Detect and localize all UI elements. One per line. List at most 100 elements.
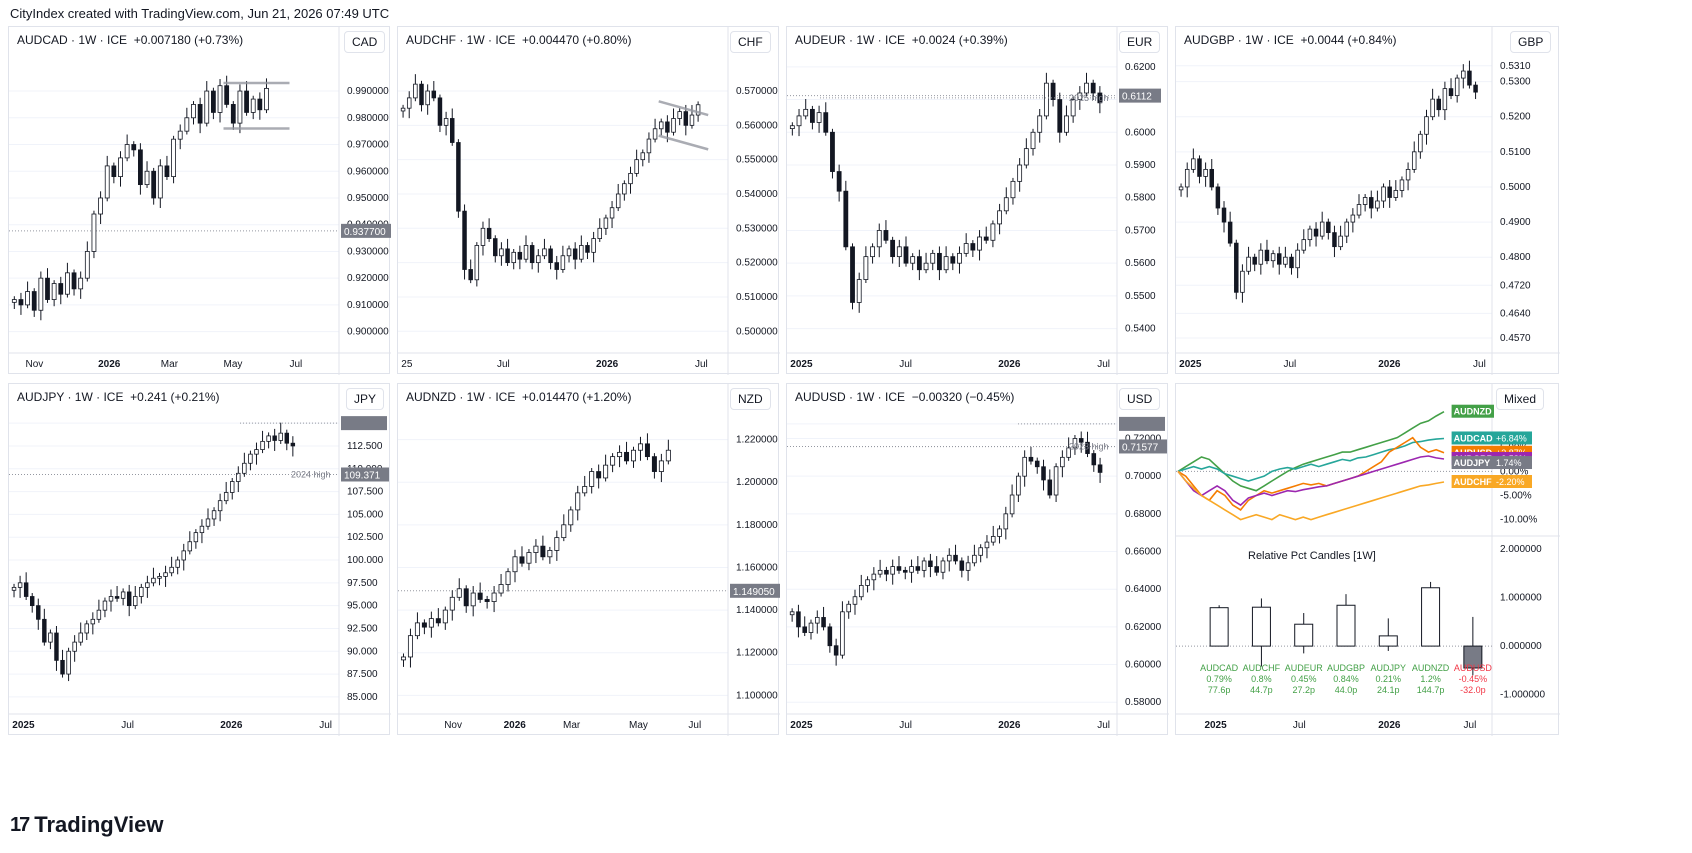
audcad-candle: [151, 170, 157, 199]
audeur-candle: [883, 230, 889, 241]
audgbp-currency-button[interactable]: GBP: [1510, 31, 1552, 53]
audcad-candle: [78, 277, 84, 290]
audchf-candle: [548, 248, 553, 264]
audnzd-currency-button[interactable]: NZD: [730, 388, 771, 410]
panel-audchf[interactable]: 0.570000 0.560000 0.550000 0.540000 0.530000…: [397, 26, 780, 375]
audjpy-ytick-label: 107.500: [347, 487, 384, 498]
rel-candle: [1463, 645, 1483, 669]
audeur-candle: [903, 246, 909, 264]
audcad-ytick-label: 0.950000: [347, 193, 389, 204]
audjpy-candle: [199, 525, 205, 534]
audjpy-candle: [72, 641, 77, 652]
audchf-candle: [572, 248, 578, 260]
audusd-chart: 0.727750.720000.700000.680000.660000.640…: [787, 384, 1169, 736]
audchf-candle: [425, 90, 430, 106]
audeur-chart: 0.62000.61000.60000.59000.58000.57000.56…: [787, 27, 1169, 375]
audcad-candle: [58, 283, 64, 295]
rel-candle: [1336, 604, 1356, 647]
audnzd-candle: [589, 471, 595, 487]
audchf-currency-button[interactable]: CHF: [730, 31, 771, 53]
audusd-candle: [1041, 466, 1046, 481]
audjpy-currency-button[interactable]: JPY: [346, 388, 385, 410]
tradingview-logo[interactable]: 17 TradingView: [10, 812, 163, 838]
audeur-candle: [823, 112, 829, 133]
audjpy-candle: [223, 492, 229, 502]
audgbp-candle: [1332, 232, 1337, 248]
audgbp-candle: [1215, 186, 1221, 209]
audusd-candle: [871, 573, 877, 581]
panel-audusd[interactable]: 0.727750.720000.700000.680000.660000.640…: [786, 383, 1169, 736]
audjpy-ytick-label: 90.000: [347, 646, 378, 657]
rel-pip-label: 24.1p: [1377, 685, 1400, 695]
audjpy-candle: [78, 632, 83, 643]
audeur-ytick-label: 0.5900: [1125, 160, 1156, 171]
audusd-xtick-label: Jul: [899, 720, 912, 731]
audjpy-ytick-label: 105.000: [347, 509, 384, 520]
audeur-currency-button[interactable]: EUR: [1119, 31, 1161, 53]
audcad-xtick-label: May: [224, 359, 243, 370]
audjpy-top-tag: [341, 416, 387, 431]
audgbp-ytick-label: 0.4900: [1500, 217, 1531, 228]
audgbp-candle: [1393, 190, 1399, 198]
audchf-ytick-label: 0.570000: [736, 86, 778, 97]
rel-category-label: AUDUSD: [1454, 663, 1493, 673]
audgbp-candle: [1399, 179, 1405, 191]
audeur-candle: [916, 256, 922, 271]
audusd-candle: [821, 617, 826, 628]
audnzd-candle: [637, 443, 643, 451]
audcad-currency-button[interactable]: CAD: [344, 31, 386, 53]
audgbp-candle: [1184, 168, 1190, 188]
audchf-candle: [566, 248, 572, 257]
audeur-xtick-label: 2026: [998, 359, 1021, 370]
audgbp-candle: [1289, 256, 1294, 269]
audgbp-ytick-label: 0.5000: [1500, 182, 1531, 193]
audusd-candle: [1072, 438, 1078, 449]
panel-mixed[interactable]: 5.00%0.00%-5.00%-10.00%AUDNZDAUDCAD+6.84…: [1175, 383, 1560, 736]
audusd-candle: [946, 554, 952, 562]
audchf-candle: [603, 217, 609, 229]
audchf-candle: [456, 142, 461, 212]
audchf-candle: [640, 152, 646, 161]
audjpy-candle: [272, 435, 277, 441]
audusd-ytick-label: 0.72000: [1125, 433, 1162, 444]
audjpy-candle: [290, 442, 296, 447]
audjpy-candle: [90, 618, 96, 625]
audchf-candle: [499, 248, 504, 257]
audgbp-candle: [1424, 116, 1429, 135]
audnzd-ytick-label: 1.220000: [736, 435, 778, 446]
audjpy-candle: [36, 605, 41, 620]
audusd-candle: [1022, 456, 1027, 477]
panel-audcad[interactable]: 0.990000 0.980000 0.970000 0.960000 0.950000…: [8, 26, 391, 375]
panel-audgbp[interactable]: 0.5310 0.5300 0.5200 0.5100 0.5000 0.4900 0.48…: [1175, 26, 1560, 375]
audgbp-candle: [1191, 158, 1196, 170]
audeur-candle: [963, 243, 969, 254]
panel-audnzd[interactable]: 1.220000 1.200000 1.180000 1.160000 1.140000…: [397, 383, 780, 736]
panel-audjpy[interactable]: 115.000112.500110.000107.500105.000102.5…: [8, 383, 391, 736]
audnzd-candle: [428, 618, 434, 628]
audjpy-candle: [84, 623, 89, 634]
audgbp-ytick-label: 0.4800: [1500, 252, 1531, 263]
series-line-audgbp: [1177, 455, 1445, 507]
audchf-candle: [579, 245, 584, 260]
audchf-candle: [437, 97, 443, 126]
audusd-currency-button[interactable]: USD: [1119, 388, 1161, 410]
audcad-price-tag: [341, 223, 391, 238]
panel-audeur[interactable]: 0.62000.61000.60000.59000.58000.57000.56…: [786, 26, 1169, 375]
audjpy-candle: [66, 650, 71, 675]
audjpy-candle: [169, 566, 174, 574]
audjpy-ytick-label: 112.500: [347, 441, 383, 452]
audusd-candle: [1091, 453, 1097, 466]
audgbp-candle: [1369, 197, 1374, 209]
audgbp-candle: [1227, 221, 1233, 244]
audjpy-candle: [23, 582, 29, 597]
mixed-currency-button[interactable]: Mixed: [1496, 388, 1545, 410]
rel-xtick-label: 2025: [1204, 720, 1227, 731]
audjpy-candle: [254, 449, 259, 455]
audnzd-candle: [470, 592, 476, 607]
audeur-xtick-label: 2025: [790, 359, 813, 370]
audusd-ytick-label: 0.70000: [1125, 471, 1162, 482]
series-value-tag: [1494, 456, 1532, 470]
audnzd-candle: [442, 609, 448, 624]
audgbp-candle: [1436, 98, 1441, 111]
rel-candle: [1251, 606, 1271, 647]
